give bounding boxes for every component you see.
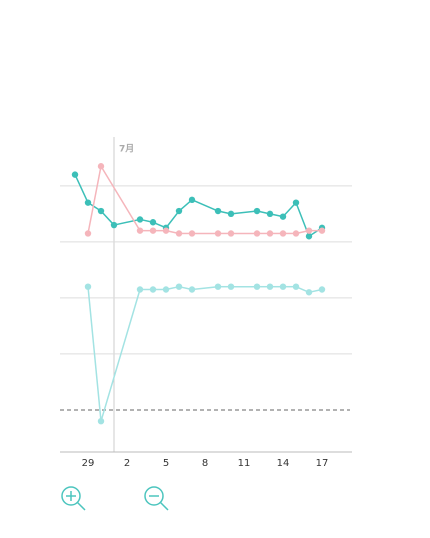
data-point [305, 233, 313, 240]
zoom-in[interactable] [61, 486, 86, 511]
data-point [305, 227, 313, 234]
data-point [175, 230, 183, 237]
series-segment [87, 166, 102, 234]
series-segment [230, 210, 258, 215]
data-point [214, 207, 222, 215]
data-point [279, 283, 287, 290]
data-point [84, 230, 92, 237]
data-point [266, 210, 274, 218]
data-point [84, 199, 92, 206]
data-point [136, 227, 144, 234]
data-point [292, 230, 300, 237]
series-segment [191, 199, 219, 212]
x-tick-label: 14 [277, 458, 290, 469]
data-point [318, 227, 326, 234]
data-point [214, 283, 222, 290]
zoom-out[interactable] [144, 486, 169, 511]
data-point [97, 417, 105, 425]
data-point [253, 207, 261, 215]
data-point [149, 227, 157, 234]
series-segment [74, 174, 89, 203]
data-point [149, 286, 157, 293]
data-point [318, 286, 326, 293]
data-point [227, 283, 235, 290]
data-point [253, 230, 261, 237]
x-tick-label: 29 [82, 458, 95, 469]
series-segment [191, 285, 219, 291]
data-point [279, 213, 287, 220]
data-point [279, 230, 287, 237]
series-segment [87, 286, 102, 422]
data-point [266, 230, 274, 237]
x-tick-label: 8 [202, 458, 208, 469]
month-label: 7月 [119, 144, 134, 155]
data-point [97, 207, 105, 215]
data-point [149, 219, 157, 226]
data-point [188, 230, 196, 237]
series-segment [113, 218, 141, 226]
data-point [162, 227, 170, 234]
series-segment [165, 210, 180, 229]
data-point [97, 163, 105, 170]
data-point [84, 283, 92, 290]
data-point [188, 286, 196, 293]
x-tick-label: 2 [124, 458, 130, 469]
data-point [227, 230, 235, 237]
data-point [292, 199, 300, 206]
data-point [136, 286, 144, 293]
data-point [253, 283, 261, 290]
data-point [214, 230, 222, 237]
data-point [136, 216, 144, 223]
series-segment [100, 165, 141, 232]
data-point [292, 283, 300, 290]
data-point [175, 283, 183, 290]
data-point [110, 221, 118, 229]
x-tick-label: 5 [163, 458, 169, 469]
data-point [188, 196, 196, 204]
data-point [162, 286, 170, 293]
data-point [175, 207, 183, 215]
series-segment [100, 289, 141, 422]
x-tick-label: 11 [238, 458, 251, 469]
data-point [305, 289, 313, 296]
data-point [227, 210, 235, 218]
data-point [71, 171, 79, 178]
x-tick-label: 17 [316, 458, 329, 469]
data-point [266, 283, 274, 290]
